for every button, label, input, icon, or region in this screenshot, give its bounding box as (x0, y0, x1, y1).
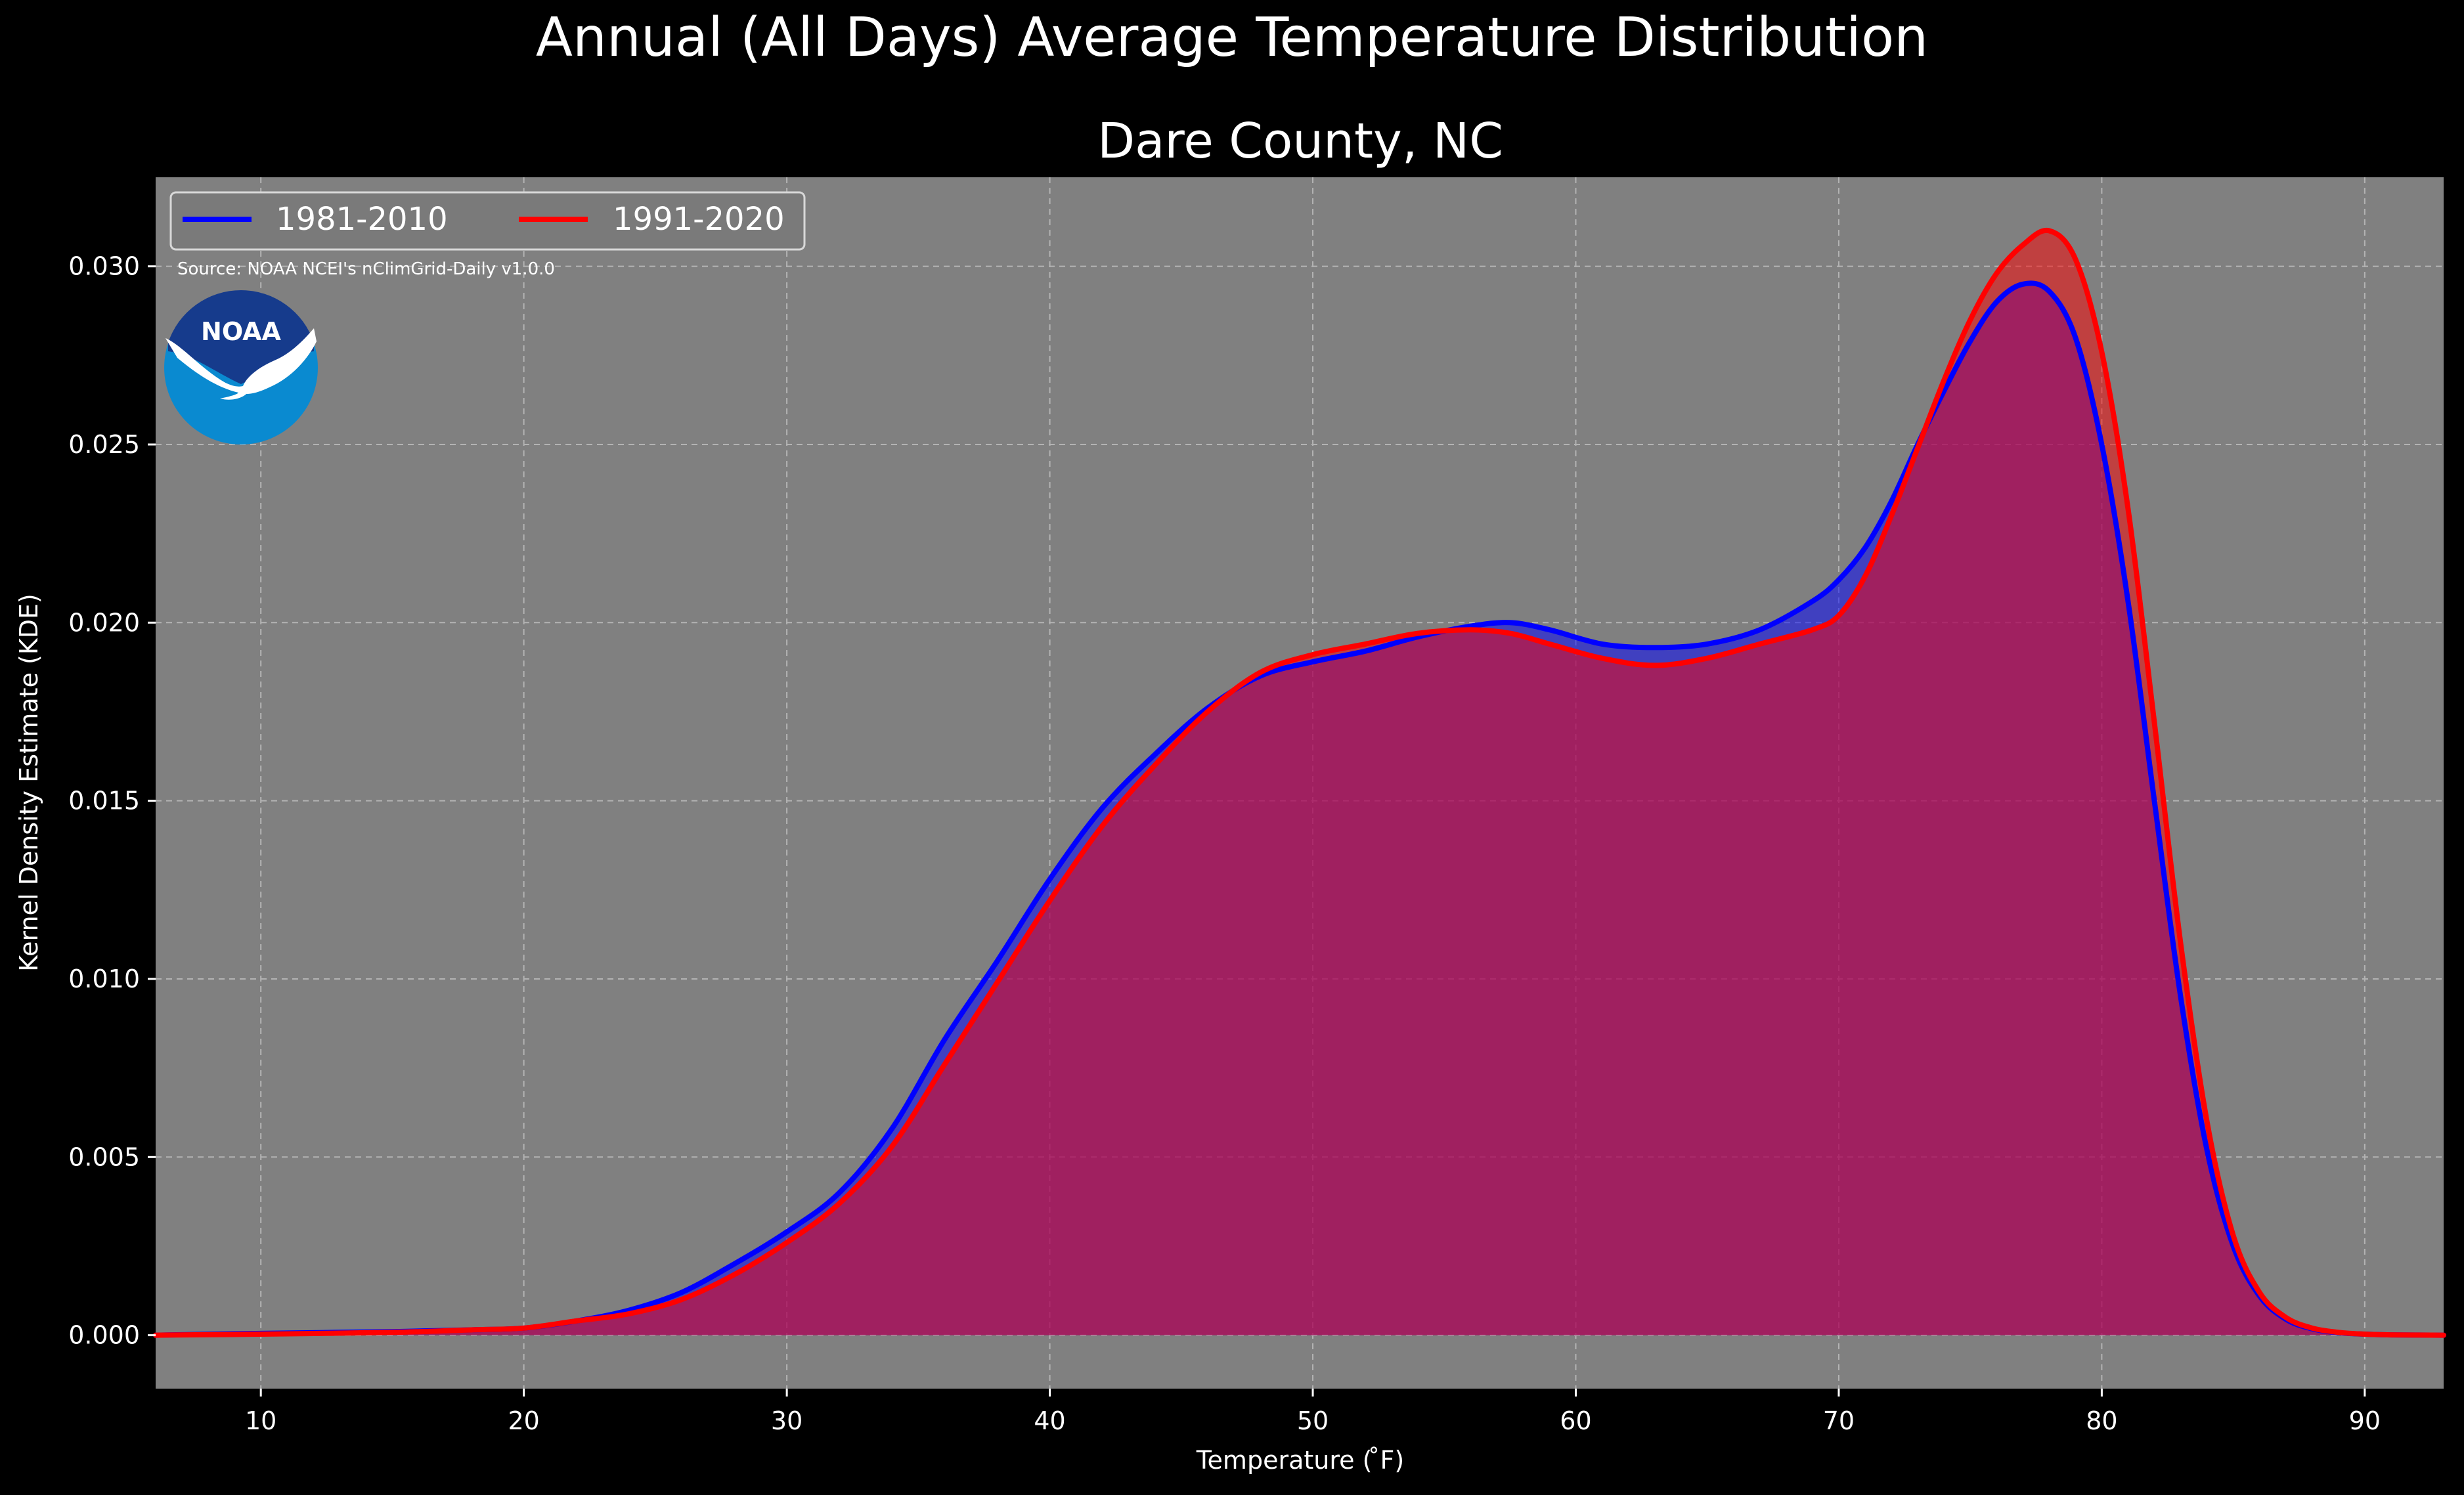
legend-label-1991-2020: 1991-2020 (613, 201, 785, 238)
y-tick-label: 0.005 (68, 1142, 140, 1171)
y-tick-label: 0.030 (68, 252, 140, 281)
series-area-1991-2020 (156, 230, 2444, 1335)
noaa-logo: NOAA (164, 290, 318, 444)
y-tick-label: 0.020 (68, 608, 140, 637)
y-tick-label: 0.025 (68, 430, 140, 459)
noaa-logo-text: NOAA (201, 317, 281, 346)
x-tick-label: 70 (1823, 1406, 1855, 1435)
series-lines (153, 227, 2446, 1338)
x-tick-label: 90 (2349, 1406, 2381, 1435)
y-axis-ticks: 0.000 0.005 0.010 0.015 0.020 0.025 0.030 (68, 252, 156, 1350)
legend-box (169, 191, 806, 251)
x-axis-ticks: 10 20 30 40 50 60 70 80 90 (245, 1389, 2381, 1435)
chart-title: Dare County, NC (1097, 113, 1503, 169)
x-tick-label: 30 (771, 1406, 803, 1435)
y-tick-label: 0.015 (68, 787, 140, 815)
series-line-1991-2020 (153, 227, 2446, 1338)
x-tick-label: 20 (508, 1406, 539, 1435)
y-tick-label: 0.010 (68, 964, 140, 993)
y-tick-label: 0.000 (68, 1321, 140, 1350)
x-tick-label: 50 (1297, 1406, 1329, 1435)
legend: 1981-2010 1991-2020 (169, 191, 806, 251)
legend-label-1981-2010: 1981-2010 (276, 201, 448, 238)
source-note: Source: NOAA NCEI's nClimGrid-Daily v1.0… (177, 259, 555, 279)
x-tick-label: 10 (245, 1406, 276, 1435)
figure-suptitle: Annual (All Days) Average Temperature Di… (536, 7, 1928, 69)
x-tick-label: 40 (1034, 1406, 1065, 1435)
x-tick-label: 80 (2086, 1406, 2117, 1435)
series-line-1981-2010 (153, 280, 2446, 1338)
x-tick-label: 60 (1560, 1406, 1591, 1435)
x-axis-label: Temperature ( ̊F) (1196, 1446, 1404, 1475)
plot-area (153, 177, 2446, 1389)
y-axis-label: Kernel Density Estimate (KDE) (14, 594, 43, 972)
series-fills (156, 230, 2444, 1335)
